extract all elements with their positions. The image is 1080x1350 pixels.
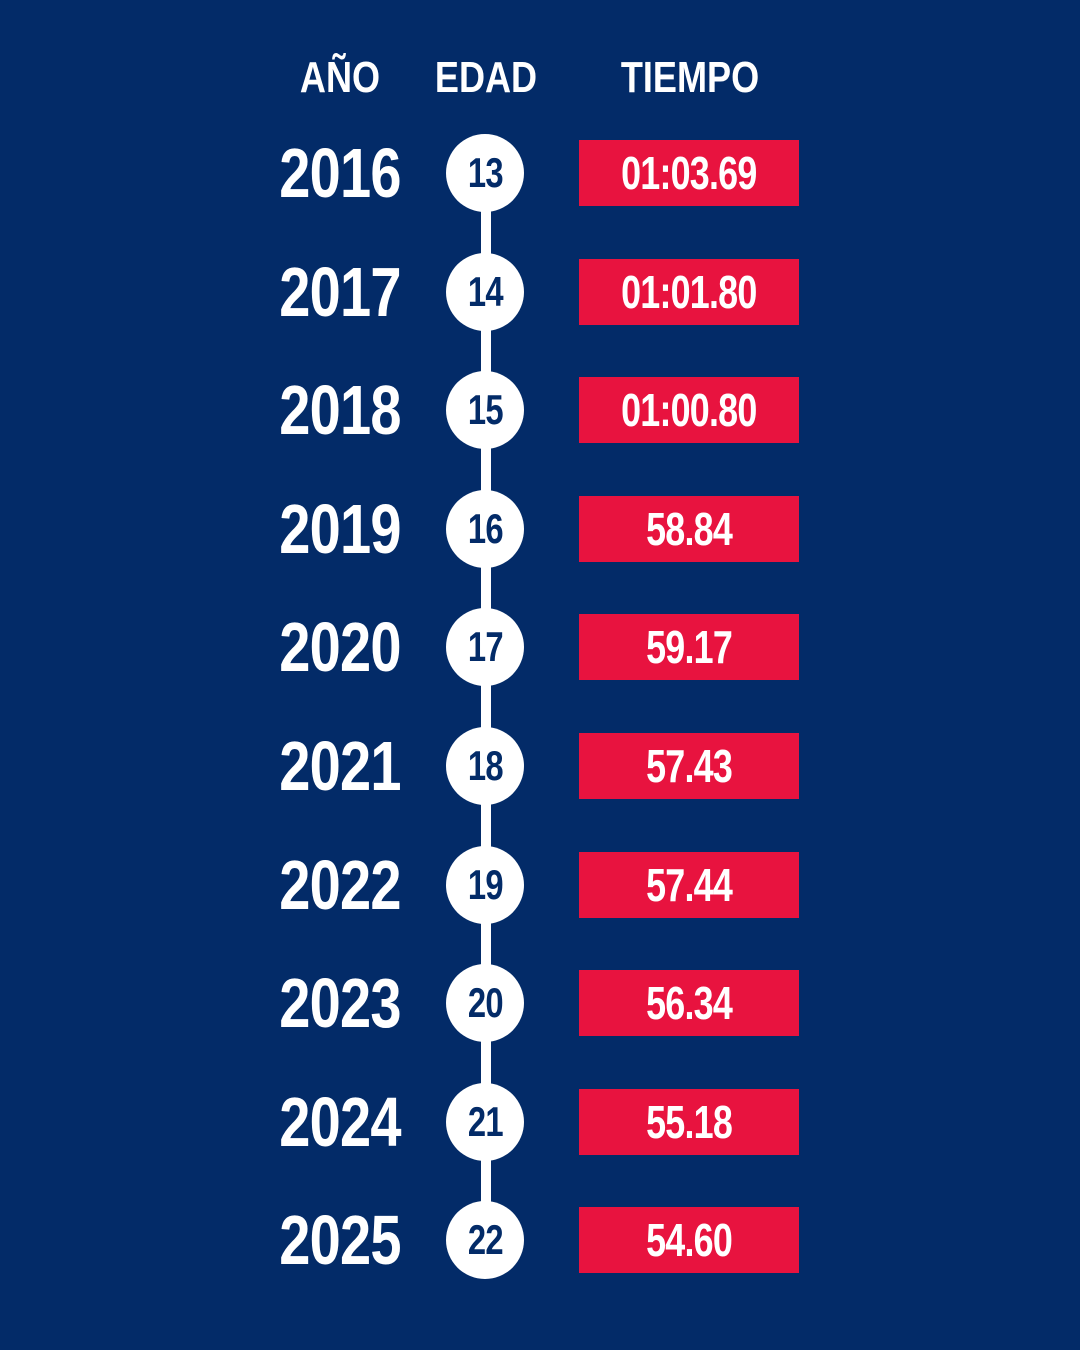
age-badge: 20 xyxy=(446,964,524,1043)
time-badge: 54.60 xyxy=(579,1207,799,1274)
time-label: 01:01.80 xyxy=(621,265,757,318)
age-badge: 14 xyxy=(446,252,524,331)
time-badge: 01:03.69 xyxy=(579,140,799,206)
time-badge: 58.84 xyxy=(579,495,799,562)
age-badge: 16 xyxy=(446,489,524,568)
time-badge: 01:00.80 xyxy=(579,377,799,444)
age-label: 20 xyxy=(467,979,504,1027)
year-label: 2021 xyxy=(279,727,401,805)
year-label: 2025 xyxy=(279,1201,401,1280)
age-label: 22 xyxy=(467,1216,504,1264)
time-badge: 59.17 xyxy=(579,614,799,681)
time-label: 01:00.80 xyxy=(621,384,757,437)
age-label: 21 xyxy=(467,1097,504,1145)
time-label: 54.60 xyxy=(646,1214,733,1267)
time-label: 57.44 xyxy=(646,858,733,911)
year-label: 2024 xyxy=(279,1082,401,1161)
timeline-row: 2021 18 57.43 xyxy=(0,726,1080,806)
time-badge: 01:01.80 xyxy=(579,258,799,325)
year-label: 2022 xyxy=(279,845,401,924)
age-badge: 17 xyxy=(446,608,524,687)
year-label: 2016 xyxy=(279,134,401,212)
timeline-connector xyxy=(481,173,491,1242)
age-label: 14 xyxy=(467,267,504,315)
age-badge: 13 xyxy=(446,134,524,212)
time-badge: 57.43 xyxy=(579,733,799,799)
timeline-row: 2019 16 58.84 xyxy=(0,489,1080,569)
age-label: 18 xyxy=(467,742,504,789)
time-label: 59.17 xyxy=(646,621,733,674)
year-label: 2017 xyxy=(279,252,401,331)
time-label: 55.18 xyxy=(646,1095,733,1148)
time-label: 01:03.69 xyxy=(621,147,757,199)
time-badge: 56.34 xyxy=(579,970,799,1037)
year-label: 2023 xyxy=(279,964,401,1043)
age-label: 19 xyxy=(467,860,504,908)
age-label: 17 xyxy=(467,623,504,671)
age-label: 15 xyxy=(467,386,504,434)
timeline-row: 2020 17 59.17 xyxy=(0,607,1080,687)
header-time: TIEMPO xyxy=(620,53,760,102)
age-badge: 22 xyxy=(446,1201,524,1280)
year-label: 2018 xyxy=(279,371,401,450)
header-year: AÑO xyxy=(299,53,381,102)
age-badge: 15 xyxy=(446,371,524,450)
age-label: 13 xyxy=(467,149,504,196)
year-label: 2020 xyxy=(279,608,401,687)
timeline-row: 2016 13 01:03.69 xyxy=(0,133,1080,213)
timeline-row: 2022 19 57.44 xyxy=(0,845,1080,925)
time-label: 57.43 xyxy=(646,740,733,792)
age-label: 16 xyxy=(467,504,504,552)
timeline-row: 2025 22 54.60 xyxy=(0,1200,1080,1280)
time-badge: 55.18 xyxy=(579,1088,799,1155)
age-badge: 21 xyxy=(446,1082,524,1161)
age-badge: 19 xyxy=(446,845,524,924)
timeline-row: 2018 15 01:00.80 xyxy=(0,370,1080,450)
time-label: 56.34 xyxy=(646,977,733,1030)
time-label: 58.84 xyxy=(646,502,733,555)
timeline-row: 2023 20 56.34 xyxy=(0,963,1080,1043)
time-badge: 57.44 xyxy=(579,851,799,918)
age-badge: 18 xyxy=(446,727,524,805)
year-label: 2019 xyxy=(279,489,401,568)
timeline-row: 2017 14 01:01.80 xyxy=(0,252,1080,332)
timeline-row: 2024 21 55.18 xyxy=(0,1082,1080,1162)
header-age: EDAD xyxy=(434,53,538,102)
